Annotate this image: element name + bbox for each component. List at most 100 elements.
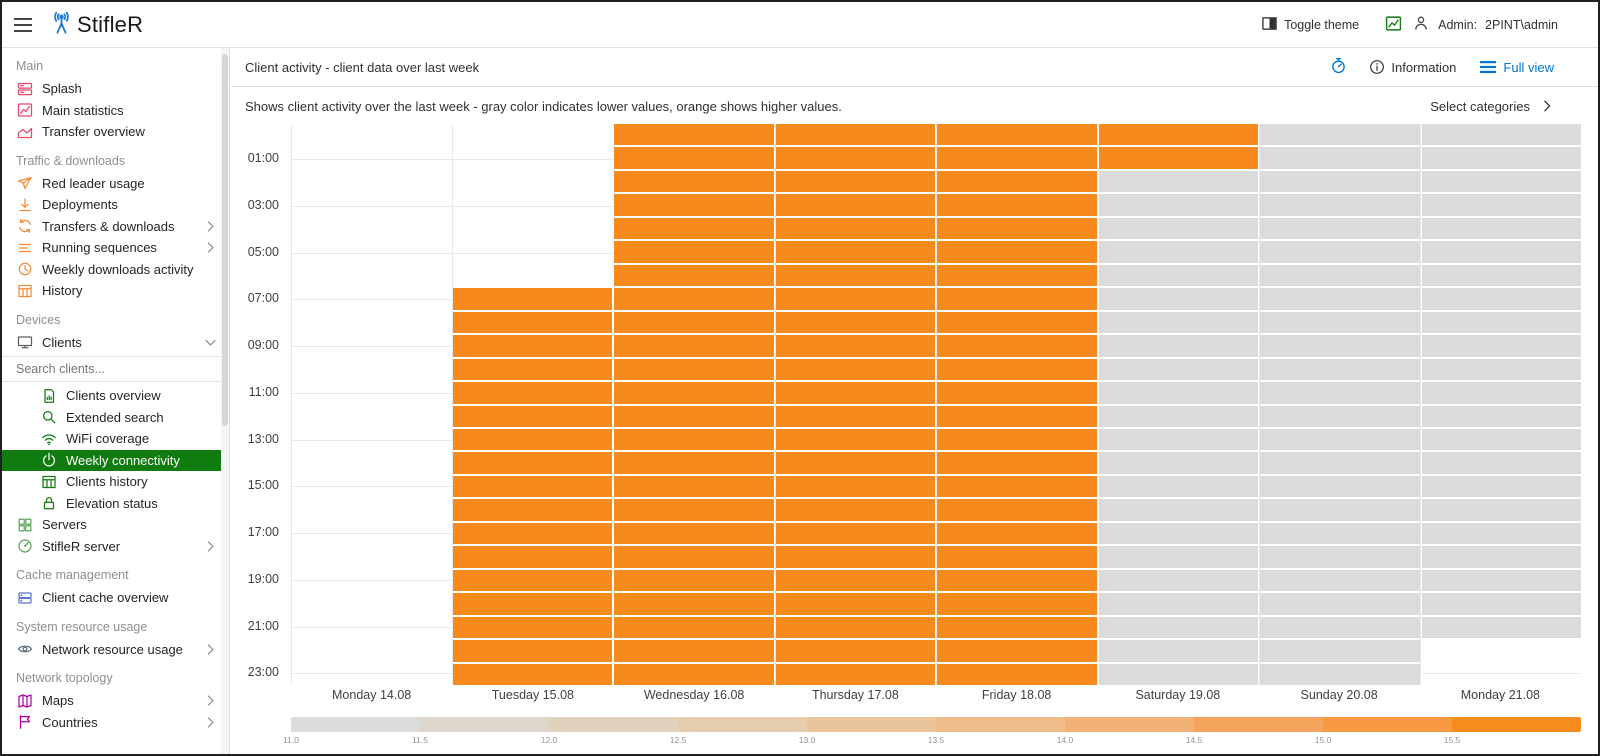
heatmap-cell[interactable]	[614, 288, 774, 310]
heatmap-cell[interactable]	[937, 640, 1097, 662]
heatmap-cell[interactable]	[775, 663, 935, 685]
heatmap-cell[interactable]	[614, 170, 774, 193]
heatmap-cell[interactable]	[291, 241, 451, 262]
heatmap-cell[interactable]	[1098, 124, 1258, 146]
heatmap-cell[interactable]	[614, 335, 774, 357]
sidebar-item-red-leader-usage[interactable]: Red leader usage	[2, 173, 229, 195]
heatmap-cell[interactable]	[291, 335, 451, 356]
heatmap-cell[interactable]	[291, 570, 451, 591]
heatmap-cell[interactable]	[291, 617, 451, 638]
heatmap-cell[interactable]	[937, 452, 1097, 474]
heatmap-cell[interactable]	[1260, 311, 1420, 334]
heatmap-cell[interactable]	[1260, 382, 1420, 404]
heatmap-cell[interactable]	[1422, 664, 1582, 685]
heatmap-cell[interactable]	[1098, 522, 1258, 545]
heatmap-cell[interactable]	[1260, 405, 1420, 427]
heatmap-cell[interactable]	[775, 358, 935, 381]
heatmap-cell[interactable]	[1098, 663, 1258, 685]
heatmap-cell[interactable]	[1421, 288, 1581, 310]
sidebar-item-clients-history[interactable]: Clients history	[2, 471, 229, 493]
heatmap-cell[interactable]	[614, 616, 774, 639]
heatmap-cell[interactable]	[1421, 170, 1581, 193]
heatmap-cell[interactable]	[775, 264, 935, 287]
information-button[interactable]: Information	[1369, 59, 1456, 75]
heatmap-cell[interactable]	[1260, 522, 1420, 545]
sidebar-item-clients-overview[interactable]: Clients overview	[2, 385, 229, 407]
heatmap-cell[interactable]	[1421, 522, 1581, 545]
heatmap-cell[interactable]	[1421, 405, 1581, 427]
heatmap-cell[interactable]	[937, 311, 1097, 334]
sidebar-item-history[interactable]: History	[2, 280, 229, 302]
heatmap-cell[interactable]	[1098, 382, 1258, 404]
heatmap-cell[interactable]	[775, 546, 935, 568]
heatmap-cell[interactable]	[1260, 640, 1420, 662]
heatmap-cell[interactable]	[614, 428, 774, 451]
heatmap-cell[interactable]	[937, 288, 1097, 310]
heatmap-cell[interactable]	[453, 194, 613, 215]
heatmap-cell[interactable]	[1422, 640, 1582, 661]
heatmap-cell[interactable]	[1421, 428, 1581, 451]
heatmap-cell[interactable]	[1260, 616, 1420, 639]
heatmap-cell[interactable]	[1260, 452, 1420, 474]
heatmap-cell[interactable]	[614, 124, 774, 146]
heatmap-cell[interactable]	[937, 264, 1097, 287]
sidebar-item-transfers-downloads[interactable]: Transfers & downloads	[2, 216, 229, 238]
heatmap-cell[interactable]	[1260, 241, 1420, 263]
heatmap-cell[interactable]	[775, 217, 935, 240]
sidebar-item-clients[interactable]: Clients	[2, 332, 229, 354]
heatmap-cell[interactable]	[1260, 194, 1420, 216]
heatmap-cell[interactable]	[937, 241, 1097, 263]
heatmap-cell[interactable]	[291, 218, 451, 239]
heatmap-cell[interactable]	[775, 640, 935, 662]
heatmap-cell[interactable]	[291, 288, 451, 309]
heatmap-cell[interactable]	[1260, 475, 1420, 498]
heatmap-cell[interactable]	[614, 640, 774, 662]
heatmap-cell[interactable]	[1260, 170, 1420, 193]
heatmap-cell[interactable]	[937, 499, 1097, 521]
heatmap-cell[interactable]	[291, 499, 451, 520]
heatmap-cell[interactable]	[1421, 217, 1581, 240]
heatmap-cell[interactable]	[452, 335, 612, 357]
heatmap-cell[interactable]	[775, 475, 935, 498]
full-view-button[interactable]: Full view	[1480, 60, 1554, 75]
sidebar-scrollbar-thumb[interactable]	[222, 54, 228, 426]
heatmap-cell[interactable]	[1260, 593, 1420, 615]
heatmap-cell[interactable]	[453, 147, 613, 168]
heatmap-cell[interactable]	[1098, 147, 1258, 169]
heatmap-cell[interactable]	[1421, 593, 1581, 615]
heatmap-cell[interactable]	[1098, 217, 1258, 240]
heatmap-cell[interactable]	[291, 124, 451, 145]
heatmap-cell[interactable]	[1421, 124, 1581, 146]
heatmap-cell[interactable]	[1098, 452, 1258, 474]
heatmap-cell[interactable]	[452, 640, 612, 662]
heatmap-cell[interactable]	[775, 335, 935, 357]
heatmap-cell[interactable]	[1421, 546, 1581, 568]
chart-image-icon[interactable]	[1385, 15, 1402, 35]
heatmap-cell[interactable]	[775, 382, 935, 404]
heatmap-cell[interactable]	[614, 522, 774, 545]
heatmap-cell[interactable]	[614, 311, 774, 334]
select-categories-button[interactable]: Select categories	[1430, 99, 1554, 114]
heatmap-cell[interactable]	[452, 452, 612, 474]
heatmap-cell[interactable]	[452, 663, 612, 685]
heatmap-cell[interactable]	[937, 616, 1097, 639]
heatmap-cell[interactable]	[937, 569, 1097, 592]
heatmap-cell[interactable]	[614, 194, 774, 216]
full-view-label[interactable]: Full view	[1503, 59, 1554, 75]
heatmap-cell[interactable]	[937, 335, 1097, 357]
heatmap-cell[interactable]	[452, 569, 612, 592]
heatmap-cell[interactable]	[775, 452, 935, 474]
heatmap-cell[interactable]	[452, 499, 612, 521]
heatmap-cell[interactable]	[937, 428, 1097, 451]
heatmap-cell[interactable]	[614, 358, 774, 381]
heatmap-cell[interactable]	[453, 171, 613, 192]
heatmap-cell[interactable]	[937, 124, 1097, 146]
heatmap-cell[interactable]	[1421, 241, 1581, 263]
heatmap-cell[interactable]	[1421, 335, 1581, 357]
heatmap-cell[interactable]	[775, 593, 935, 615]
heatmap-cell[interactable]	[1098, 616, 1258, 639]
heatmap-cell[interactable]	[291, 406, 451, 427]
sidebar-item-extended-search[interactable]: Extended search	[2, 407, 229, 429]
sidebar-item-maps[interactable]: Maps	[2, 690, 229, 712]
heatmap-cell[interactable]	[1260, 264, 1420, 287]
